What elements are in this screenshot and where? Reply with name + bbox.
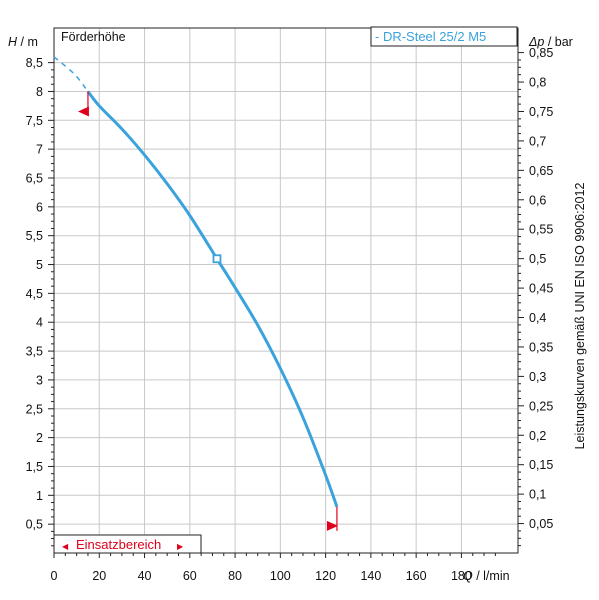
operating-range-box [53, 534, 202, 554]
y-left-tick-label: 4 [36, 316, 43, 330]
y-right-tick-label: 0,8 [529, 76, 546, 90]
y-left-axis-label: H / m [8, 35, 38, 49]
y-right-tick-label: 0,35 [529, 340, 553, 354]
y-right-tick-label: 0,15 [529, 458, 553, 472]
y-right-tick-label: 0,3 [529, 370, 546, 384]
y-right-tick-label: 0,45 [529, 282, 553, 296]
x-tick-label: 80 [228, 569, 242, 583]
plot-frame [53, 27, 519, 554]
operating-range-label: Einsatzbereich [76, 537, 161, 552]
operating-range-right-arrow: ▶ [177, 542, 184, 551]
y-right-tick-label: 0,75 [529, 105, 553, 119]
left-axis: 0,5 1 1,5 2 2,5 3 3,5 4 4,5 5 5,5 6 6,5 7 7,5 8 8,5 [26, 56, 54, 547]
x-tick-label: 160 [406, 569, 427, 583]
y-left-tick-label: 8 [36, 85, 43, 99]
y-right-tick-label: 0,4 [529, 311, 546, 325]
x-tick-label: 40 [138, 569, 152, 583]
y-left-tick-label: 1,5 [26, 460, 43, 474]
operating-range-markers [77, 91, 338, 531]
y-right-tick-label: 0,1 [529, 488, 546, 502]
x-tick-label: 120 [315, 569, 336, 583]
y-left-tick-label: 0,5 [26, 518, 43, 532]
y-left-tick-label: 3,5 [26, 345, 43, 359]
y-left-tick-label: 1 [36, 489, 43, 503]
y-left-tick-label: 5 [36, 258, 43, 272]
x-tick-label: 100 [270, 569, 291, 583]
y-left-tick-label: 2,5 [26, 402, 43, 416]
y-left-tick-label: 3 [36, 373, 43, 387]
series-line [86, 90, 339, 508]
y-left-tick-label: 7,5 [26, 114, 43, 128]
x-axis-label: Q / l/min [463, 569, 510, 583]
right-side-title: Leistungskurven gemäß UNI EN ISO 9906:20… [573, 183, 587, 450]
chart-title: Förderhöhe [61, 30, 126, 44]
series-line-extrapolated [53, 56, 89, 92]
y-right-tick-label: 0,5 [529, 252, 546, 266]
y-left-tick-label: 2 [36, 431, 43, 445]
y-left-tick-label: 7 [36, 143, 43, 157]
x-tick-label: 140 [360, 569, 381, 583]
operating-point-marker [212, 254, 222, 264]
legend-box [370, 26, 518, 47]
y-right-tick-label: 0,85 [529, 46, 553, 60]
y-right-tick-label: 0,6 [529, 193, 546, 207]
y-right-tick-label: 0,55 [529, 223, 553, 237]
x-axis: 0 20 40 60 80 100 120 140 160 180 [51, 553, 496, 583]
range-end-marker [326, 520, 338, 531]
y-left-tick-label: 6,5 [26, 172, 43, 186]
x-tick-label: 0 [51, 569, 58, 583]
y-left-tick-label: 5,5 [26, 229, 43, 243]
y-right-axis-label: Δp / bar [528, 35, 573, 49]
y-left-tick-label: 8,5 [26, 56, 43, 70]
y-right-tick-label: 0,2 [529, 429, 546, 443]
y-left-tick-label: 6 [36, 200, 43, 214]
operating-range-left-arrow: ◀ [62, 542, 69, 551]
y-left-tick-label: 4,5 [26, 287, 43, 301]
y-right-tick-label: 0,25 [529, 399, 553, 413]
right-axis: 0,05 0,1 0,15 0,2 0,25 0,3 0,35 0,4 0,45 0,5 0,55 0… [518, 46, 553, 547]
x-tick-label: 60 [183, 569, 197, 583]
legend-series: - DR-Steel 25/2 M5 [375, 29, 486, 44]
y-right-tick-label: 0,7 [529, 134, 546, 148]
x-tick-label: 20 [92, 569, 106, 583]
y-right-tick-label: 0,65 [529, 164, 553, 178]
grid [54, 28, 518, 553]
range-start-marker [77, 106, 89, 117]
x-tick-label: 180 [451, 569, 472, 583]
y-right-tick-label: 0,05 [529, 517, 553, 531]
